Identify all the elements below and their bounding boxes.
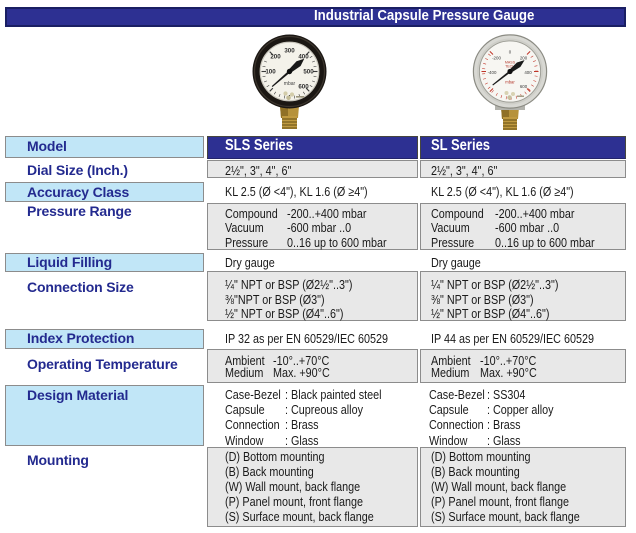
svg-text:200: 200 [270, 54, 281, 61]
svg-text:400: 400 [524, 70, 532, 75]
svg-text:MASS: MASS [505, 61, 516, 65]
svg-text:100: 100 [265, 69, 276, 76]
svg-text:300: 300 [284, 48, 295, 55]
svg-text:-200: -200 [492, 56, 501, 61]
svg-text:0: 0 [509, 50, 512, 55]
svg-text:500: 500 [303, 69, 314, 76]
svg-text:200: 200 [520, 56, 528, 61]
svg-text:mbar: mbar [505, 80, 515, 85]
svg-text:600: 600 [298, 84, 309, 91]
svg-text:600: 600 [520, 84, 528, 89]
svg-text:TECH: TECH [505, 65, 515, 69]
svg-text:mbar: mbar [284, 81, 296, 87]
svg-text:-400: -400 [488, 70, 497, 75]
svg-text:400: 400 [298, 54, 309, 61]
